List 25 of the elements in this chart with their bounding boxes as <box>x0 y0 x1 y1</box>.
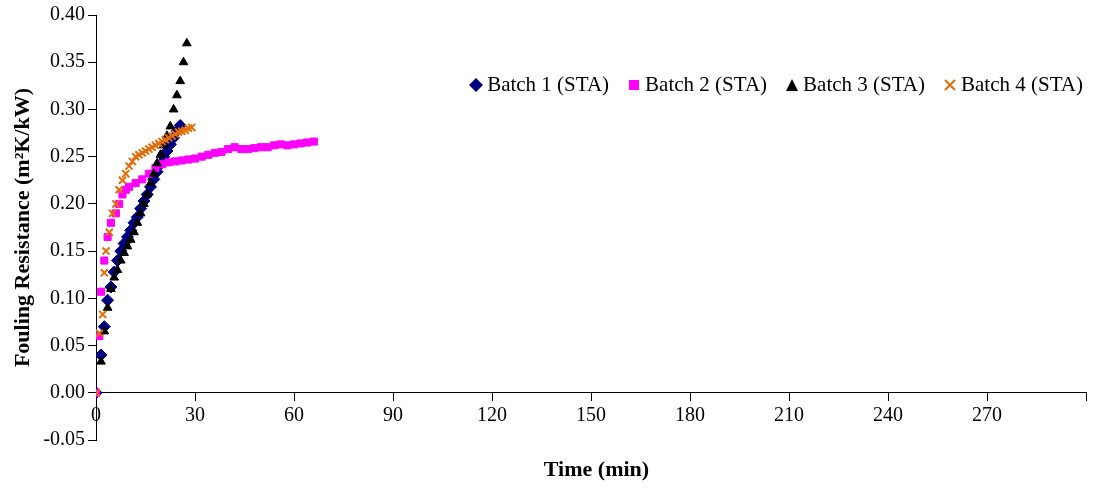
y-tick-label: -0.05 <box>43 427 86 450</box>
x-tick-label: 270 <box>972 403 1003 426</box>
x-tick-label: 210 <box>774 403 805 426</box>
y-tick-label: 0.05 <box>50 332 86 355</box>
y-tick-label: 0.10 <box>50 285 86 308</box>
y-tick-label: 0.35 <box>50 49 86 72</box>
legend-label: Batch 2 (STA) <box>645 72 768 97</box>
x-tick-label: 240 <box>873 403 904 426</box>
x-tick-label: 90 <box>383 403 404 426</box>
x-tick-label: 120 <box>477 403 508 426</box>
legend-label: Batch 4 (STA) <box>961 72 1083 97</box>
legend-label: Batch 1 (STA) <box>487 72 610 97</box>
y-tick-label: 0.15 <box>50 238 86 261</box>
legend-label: Batch 3 (STA) <box>803 72 926 97</box>
y-axis-title: Fouling Resistance (m²K/kW) <box>8 87 34 368</box>
x-axis-title: Time (min) <box>542 456 651 482</box>
x-tick-label: 60 <box>284 403 305 426</box>
y-tick-label: 0.40 <box>50 2 86 25</box>
x-tick-label: 180 <box>675 403 706 426</box>
y-tick-label: 0.00 <box>50 380 86 403</box>
y-tick-label: 0.30 <box>50 96 86 119</box>
y-tick-label: 0.20 <box>50 191 86 214</box>
x-tick-label: 150 <box>576 403 607 426</box>
x-tick-label: 30 <box>185 403 206 426</box>
y-tick-label: 0.25 <box>50 143 86 166</box>
